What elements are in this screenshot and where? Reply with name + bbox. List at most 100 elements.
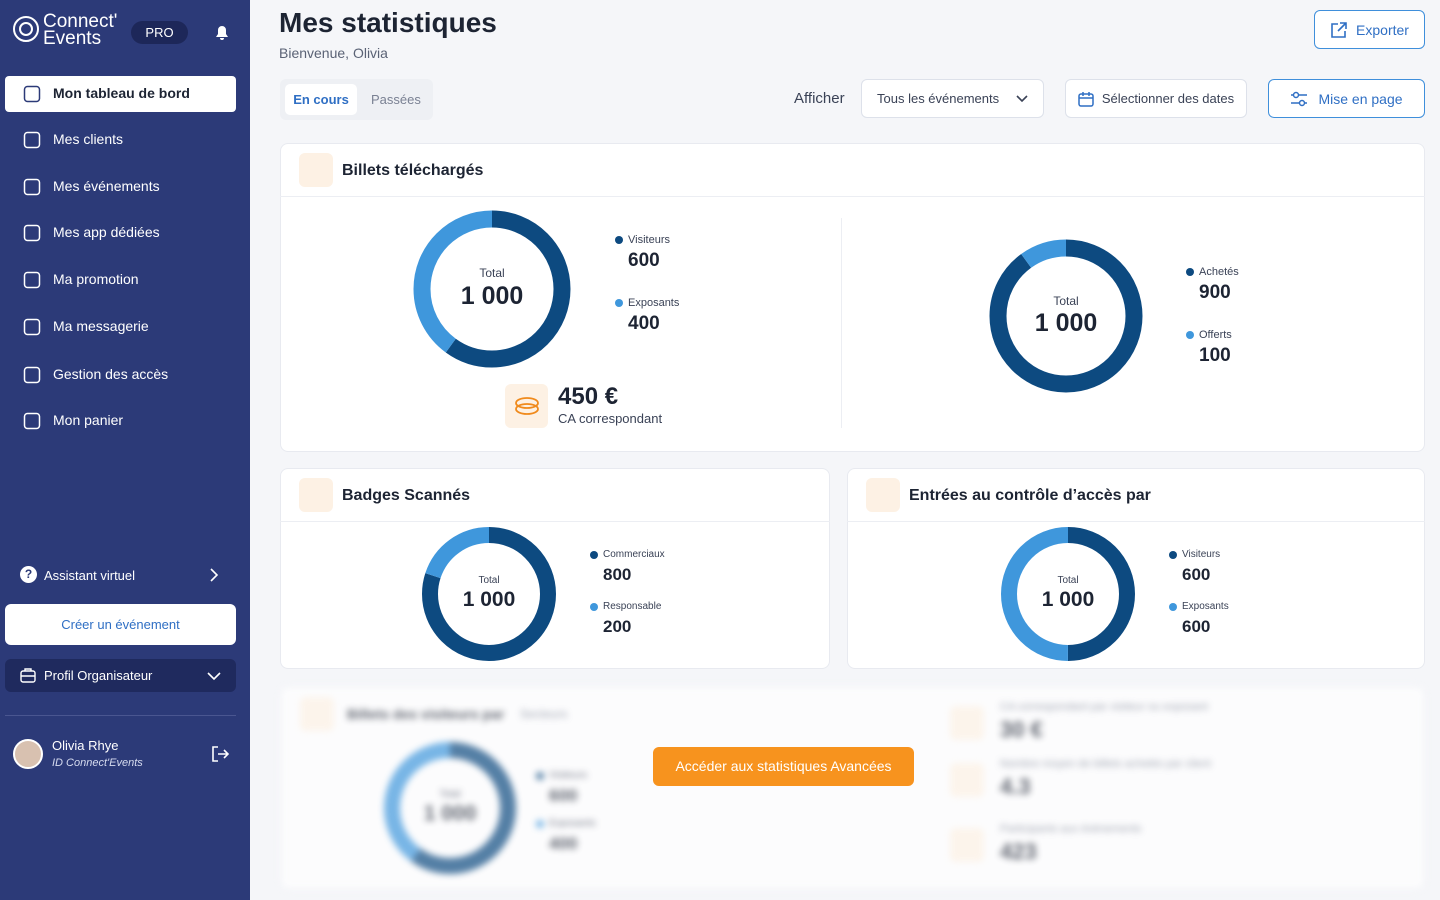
card-divider [280,196,1425,197]
user-name: Olivia Rhye [52,738,119,753]
legend-value: 600 [1182,565,1211,584]
layout-button[interactable]: Mise en page [1268,79,1425,118]
total-label: Total [479,265,505,280]
cta-button[interactable]: Accéder aux statistiques Avancées [653,747,914,786]
card-divider [280,521,830,522]
nav-icon-shape [23,224,41,242]
export-button[interactable]: Exporter [1314,10,1425,49]
legend-value: 400 [628,313,660,334]
legend-label: Visiteurs [1182,549,1221,560]
donut [413,210,571,368]
layout-icon [1291,91,1308,106]
nav-item[interactable]: Mes événements [53,178,160,194]
nav-icon-shape [23,178,41,196]
brand: Connect' Events [43,11,118,49]
donut-segment [1001,527,1135,661]
legend-label: Commerciaux [603,549,665,560]
date-label: Sélectionner des dates [1101,91,1235,106]
nav-item[interactable]: Ma promotion [53,271,139,287]
event-select[interactable]: Tous les événements [861,79,1044,118]
avatar [13,739,43,769]
page-title: Mes statistiques [279,7,497,38]
total-label: Total [478,574,500,586]
nav-item[interactable]: Mon tableau de bord [53,85,190,101]
assistant[interactable]: Assistant virtuel [44,568,136,583]
nav-item[interactable]: Mes clients [53,131,124,147]
tab-active[interactable]: En cours [285,84,357,115]
donut-segment [413,210,571,368]
brand-bottom: Events [43,28,102,49]
legend-value: 600 [628,250,660,271]
nav-icon [23,271,41,289]
card-title: Billets téléchargés [342,162,484,179]
nav-icon-shape [23,366,41,384]
legend-label: Visiteurs [628,234,670,246]
legend-value: 100 [1199,345,1231,366]
coin-icon [515,397,539,415]
profile-label: Profil Organisateur [44,668,153,683]
date-button[interactable]: Sélectionner des dates [1065,79,1247,118]
card-icon [299,153,333,187]
nav-item[interactable]: Ma messagerie [53,318,149,334]
nav-item[interactable]: Gestion des accès [53,366,169,382]
donut [1001,527,1135,661]
revenue-icon [505,384,548,428]
revenue-value: 450 € [558,383,619,410]
vertical-divider [841,218,842,428]
donut [989,239,1143,393]
legend-dot [1169,551,1177,559]
card-title: Entrées au contrôle d’accès par [909,487,1151,504]
logo [13,16,39,42]
nav-icon [23,366,41,384]
total-label: Total [1053,293,1079,308]
legend-dot [615,236,623,244]
donut-segment [422,527,556,661]
user-id: ID Connect'Events [52,757,143,769]
nav-icon [23,412,41,430]
profile-icon [20,668,36,683]
legend-label: Achetés [1199,266,1239,278]
donut-segment [989,239,1143,393]
legend-dot [1186,331,1194,339]
chevron [1016,94,1028,102]
coin [515,397,539,409]
nav-item[interactable]: Mes app dédiées [53,224,160,240]
nav-item[interactable]: Mon panier [53,412,124,428]
card-divider [847,521,1425,522]
card-icon [299,478,333,512]
nav-icon-shape [23,85,41,103]
legend-dot [1186,268,1194,276]
profile-select[interactable] [5,659,236,692]
legend-value: 900 [1199,282,1231,303]
card [280,143,1425,452]
calendar-icon [1078,91,1094,107]
help-icon: ? [20,566,37,583]
legend-value: 600 [1182,617,1211,636]
legend-dot [590,551,598,559]
total-value: 1 000 [462,588,516,612]
total-value: 1 000 [460,282,524,310]
legend-value: 200 [603,617,632,636]
logout[interactable] [211,745,229,763]
bell[interactable] [212,22,232,42]
locked-card [280,686,1425,890]
export-icon [1331,21,1347,38]
tab[interactable]: Passées [371,92,421,107]
coin [515,403,539,415]
nav-active-bg [5,76,236,112]
event-select-label: Tous les événements [877,91,1000,106]
nav-icon-shape [23,318,41,336]
nav-icon-shape [23,271,41,289]
legend-label: Responsable [603,601,662,612]
export-label: Exporter [1356,21,1409,38]
card [847,468,1425,669]
brand-top: Connect' [43,11,118,32]
legend-dot [1169,603,1177,611]
sidebar: Connect' Events PRO Mon tableau de bord Me… [0,0,250,900]
create-button[interactable]: Créer un événement [5,604,236,645]
legend-label: Exposants [628,297,680,309]
divider [5,715,236,716]
card-title: Badges Scannés [342,487,471,504]
nav-icon [23,85,41,103]
